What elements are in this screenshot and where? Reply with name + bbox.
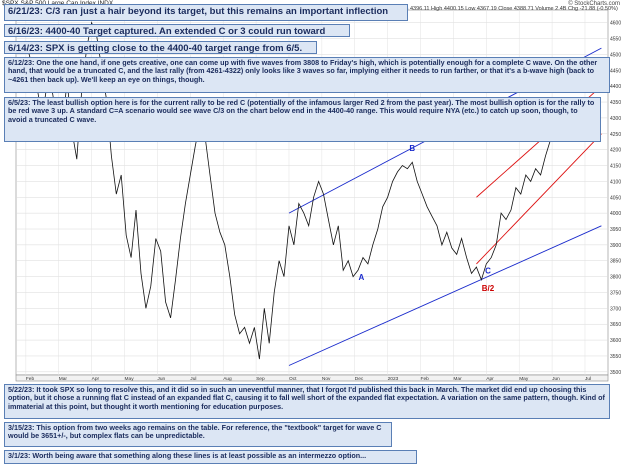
symbol: $SPX (2, 0, 19, 7)
price-tick-label: 3850 (610, 259, 621, 265)
wave-label: C (485, 266, 491, 275)
price-tick-label: 3800 (610, 275, 621, 281)
date-tick-label: 2023 (388, 376, 399, 382)
date-tick-label: Jun (157, 376, 165, 382)
price-tick-label: 3550 (610, 354, 621, 360)
price-tick-label: 4350 (610, 100, 621, 106)
price-stats: Open 4396.11 High 4400.15 Low 4367.19 Cl… (395, 6, 618, 12)
credit-mark: © StockCharts.com (568, 1, 620, 7)
note-6-14-23: 6/14/23: SPX is getting close to the 440… (4, 41, 317, 54)
price-tick-label: 3950 (610, 227, 621, 233)
note-5-22-23: 5/22/23: It took SPX so long to resolve … (4, 384, 610, 419)
price-tick-label: 4600 (610, 21, 621, 27)
price-tick-label: 3750 (610, 290, 621, 296)
price-tick-label: 4100 (610, 179, 621, 185)
price-tick-label: 4450 (610, 68, 621, 74)
date-tick-label: Jun (552, 376, 560, 382)
price-tick-label: 4150 (610, 164, 621, 170)
date-tick-label: Feb (26, 376, 35, 382)
wave-label: B/2 (482, 284, 495, 293)
price-tick-label: 3500 (610, 370, 621, 376)
note-6-5-23: 6/5/23: The least bullish option here is… (4, 97, 601, 142)
chart-header: $SPX S&P 500 Large Cap Index INDX (2, 0, 113, 7)
date-tick-label: Apr (486, 376, 494, 382)
date-tick-label: Jul (585, 376, 591, 382)
blue-channel-lower (288, 225, 602, 366)
date-tick-label: May (519, 376, 529, 382)
note-3-1-23: 3/1/23: Worth being aware that something… (4, 450, 417, 464)
price-tick-label: 4400 (610, 84, 621, 90)
wave-label: A (358, 273, 364, 282)
date-tick-label: Mar (453, 376, 462, 382)
date-tick-label: Mar (59, 376, 68, 382)
red-channel-lower (476, 133, 602, 265)
date-tick-label: May (125, 376, 135, 382)
date-tick-label: Dec (355, 376, 364, 382)
price-tick-label: 4200 (610, 148, 621, 154)
date-tick-label: Nov (322, 376, 331, 382)
price-tick-label: 3700 (610, 306, 621, 312)
date-tick-label: Apr (92, 376, 100, 382)
price-tick-label: 4300 (610, 116, 621, 122)
date-tick-label: Feb (421, 376, 430, 382)
exchange: INDX (98, 0, 114, 7)
price-tick-label: 3650 (610, 322, 621, 328)
price-tick-label: 4550 (610, 37, 621, 43)
date-tick-label: Aug (223, 376, 232, 382)
price-tick-label: 4000 (610, 211, 621, 217)
price-series-line (25, 21, 560, 360)
price-tick-label: 4050 (610, 195, 621, 201)
price-tick-label: 4500 (610, 52, 621, 58)
note-6-16-23: 6/16/23: 4400-40 Target captured. An ext… (4, 24, 350, 37)
date-tick-label: Oct (289, 376, 297, 382)
note-6-12-23: 6/12/23: One the one hand, if one gets c… (4, 57, 610, 93)
note-6-21-23: 6/21/23: C/3 ran just a hair beyond its … (4, 4, 408, 21)
date-tick-label: Jul (190, 376, 196, 382)
wave-label: B (409, 144, 415, 153)
price-tick-label: 3900 (610, 243, 621, 249)
price-tick-label: 3600 (610, 338, 621, 344)
date-axis-band (15, 374, 609, 382)
date-tick-label: Sep (256, 376, 265, 382)
note-3-15-23: 3/15/23: This option from two weeks ago … (4, 422, 392, 447)
price-tick-label: 4250 (610, 132, 621, 138)
index-name: S&P 500 Large Cap Index (20, 0, 95, 7)
